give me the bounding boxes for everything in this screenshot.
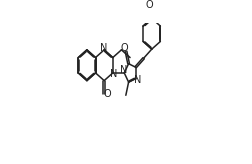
Text: O: O [145, 0, 153, 10]
Text: N: N [110, 69, 117, 79]
Text: N: N [119, 65, 127, 75]
Text: N: N [100, 43, 107, 53]
Text: O: O [103, 89, 110, 99]
Text: O: O [120, 43, 128, 53]
Text: N: N [133, 75, 140, 85]
